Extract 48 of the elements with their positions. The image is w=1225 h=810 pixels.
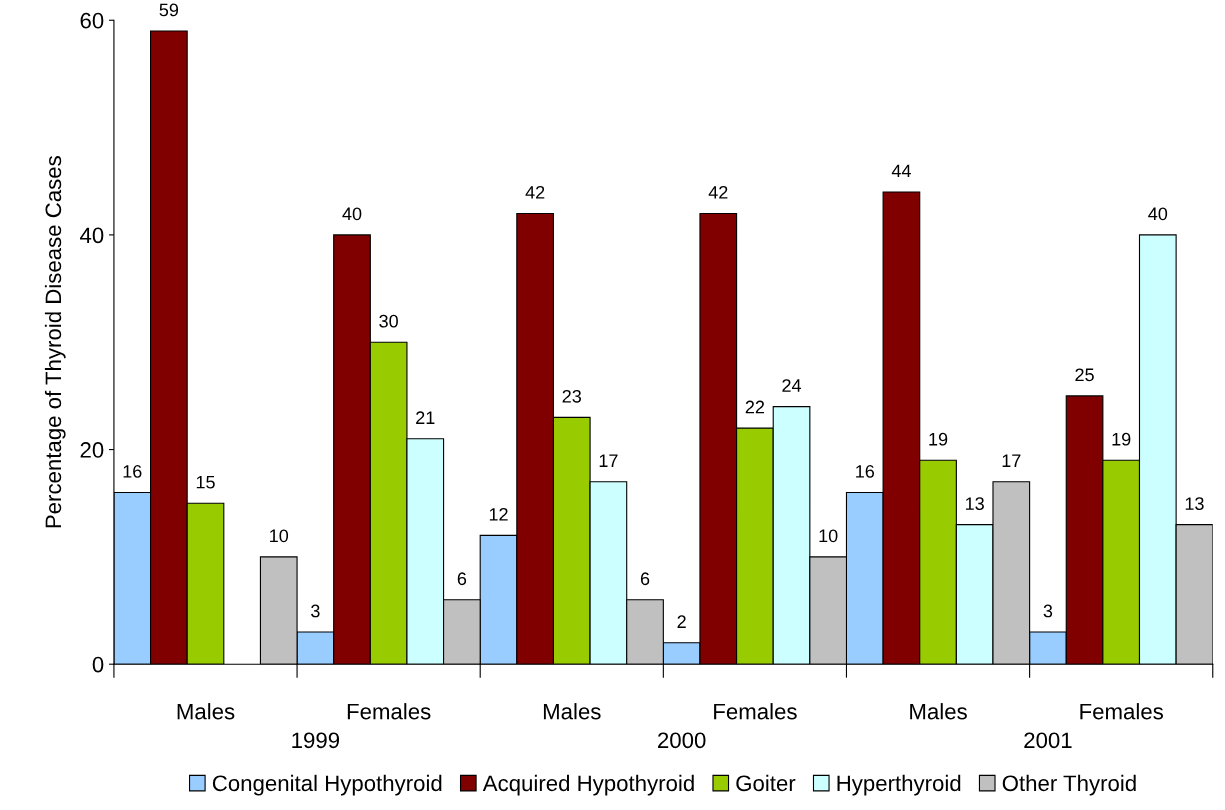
x-tick-label: Females [347,703,431,720]
data-label: 3 [311,604,320,618]
legend-label: Congenital Hypothyroid [212,774,442,796]
data-label: 22 [745,400,765,414]
data-label: 10 [270,529,289,543]
data-label: 21 [416,411,435,424]
legend-label: Other Thyroid [1002,774,1136,796]
x-tick-label: Males [177,703,235,720]
x-tick-label: Males [543,703,601,720]
data-label: 6 [640,572,650,586]
data-label: 25 [1075,368,1094,382]
data-label: 13 [1185,497,1204,510]
data-label: 19 [1112,432,1131,446]
data-label: 40 [1148,207,1168,221]
data-label: 23 [562,389,582,403]
data-label: 16 [123,465,142,478]
data-label: 24 [782,379,802,392]
text: 1999 [292,732,340,749]
data-label: 42 [525,185,545,199]
data-label: 10 [819,529,838,543]
legend-label: Goiter [736,774,796,792]
data-label: 17 [599,454,618,467]
data-label: 42 [708,185,728,199]
data-label: 3 [1043,604,1053,618]
y-tick-label: 60 [80,12,104,29]
data-label: 6 [457,572,467,586]
text: 2001 [1024,732,1072,749]
data-label: 59 [159,3,179,17]
text: 2000 [658,732,706,749]
data-label: 30 [379,314,398,328]
data-label: 15 [196,475,215,489]
y-axis-title: Percentage of Thyroid Disease Cases [44,156,66,528]
y-tick-label: 20 [80,442,104,458]
data-label: 2 [677,615,686,628]
data-label: 44 [891,164,911,178]
legend-label: Acquired Hypothyroid [482,774,694,796]
data-label: 12 [489,507,508,521]
x-tick-label: Females [714,703,797,720]
data-label: 19 [929,432,948,446]
data-label: 13 [966,497,984,510]
legend-label: Hyperthyroid [837,774,961,796]
data-label: 16 [856,465,875,478]
data-label: 17 [1002,454,1021,467]
x-tick-label: Females [1080,703,1163,720]
x-tick-label: Males [910,703,967,720]
y-tick-label: 0 [92,656,104,673]
data-label: 40 [342,207,362,221]
y-tick-label: 40 [80,227,104,244]
